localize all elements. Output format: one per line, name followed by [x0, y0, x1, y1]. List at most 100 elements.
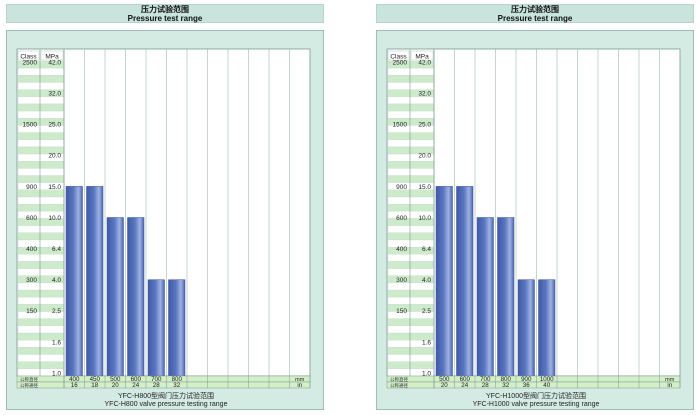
mpa-tick-label: 2.5 [52, 308, 61, 315]
class-header-cell [17, 50, 40, 61]
bar [168, 279, 186, 377]
axis-stripe [17, 103, 65, 112]
mpa-tick-label: 15.0 [48, 184, 61, 191]
bar [86, 186, 104, 377]
axis-stripe [17, 82, 65, 90]
bar-nps-label: 24 [132, 382, 139, 389]
axis-stripe [17, 318, 65, 327]
axis-stripe [387, 132, 435, 140]
footer-label-nps: 公称通径 [390, 382, 408, 389]
pressure-chart-panel-h1000: 压力试验范围 Pressure test range Class MPa 1.0 1.… [376, 4, 694, 410]
axis-stripe [387, 68, 435, 76]
unit-mm-label: mm [665, 377, 675, 383]
axis-stripe [17, 132, 65, 140]
mpa-tick-label: 25.0 [48, 122, 61, 129]
axis-stripe [387, 361, 435, 369]
unit-in-label: in [667, 383, 672, 389]
bar-dn-label: 700 [480, 376, 491, 383]
footer-row-dn [386, 375, 681, 383]
unit-in-label: in [297, 383, 302, 389]
bar [538, 279, 556, 377]
mpa-tick-label: 1.0 [52, 370, 61, 377]
class-tick-label: 2500 [23, 59, 38, 66]
mpa-tick-label: 1.6 [52, 339, 61, 346]
class-header-label: Class [20, 54, 37, 61]
axis-stripe [17, 325, 65, 334]
axis-stripe [17, 189, 65, 198]
bar-dn-label: 450 [90, 376, 101, 383]
bar-nps-label: 32 [173, 382, 180, 389]
bar [435, 186, 453, 377]
chart-caption-en: YFC-H800 valve pressure testing range [104, 401, 228, 408]
axis-stripe [387, 232, 435, 241]
axis-stripe [387, 110, 435, 119]
header-title-cn: 压力试验范围 [511, 5, 559, 14]
axis-stripe [387, 75, 435, 83]
bar-dn-label: 600 [131, 376, 142, 383]
axis-stripe [17, 354, 65, 362]
axis-stripe [17, 168, 65, 176]
axis-stripe [17, 75, 65, 83]
bar [476, 217, 494, 377]
mpa-tick-label: 2.5 [422, 308, 431, 315]
bar-nps-label: 36 [523, 382, 530, 389]
mpa-tick-label: 4.0 [422, 277, 431, 284]
mpa-tick-label: 20.0 [418, 153, 431, 160]
bar [456, 186, 474, 377]
chart-caption-cn: YFC-H800型阀门压力试验范围 [117, 393, 215, 400]
class-tick-label: 900 [26, 184, 37, 191]
panel-header: 压力试验范围 Pressure test range [376, 4, 694, 23]
class-tick-label: 400 [396, 246, 407, 253]
axis-stripe [17, 196, 65, 205]
bar-dn-label: 900 [521, 376, 532, 383]
bar [127, 217, 145, 377]
mpa-tick-label: 32.0 [418, 91, 431, 98]
class-tick-label: 400 [26, 246, 37, 253]
bar-nps-label: 40 [543, 382, 550, 389]
axis-stripe [387, 354, 435, 362]
bar-dn-label: 700 [151, 376, 162, 383]
mpa-tick-label: 20.0 [48, 153, 61, 160]
header-title-cn: 压力试验范围 [141, 5, 189, 14]
class-tick-label: 300 [396, 277, 407, 284]
axis-stripe [387, 347, 435, 355]
bar [497, 217, 515, 377]
header-title-en: Pressure test range [497, 14, 573, 23]
axis-stripe [17, 254, 65, 262]
class-tick-label: 600 [26, 215, 37, 222]
axis-stripe [387, 82, 435, 90]
mpa-tick-label: 10.0 [418, 215, 431, 222]
class-tick-label: 150 [396, 308, 407, 315]
axis-stripe [17, 68, 65, 76]
chart-body: Class MPa 1.0 1.6 2.5 150 4.0 300 6.4 400 10.0 600 1… [6, 30, 324, 410]
footer-label-nps: 公称通径 [20, 382, 38, 389]
class-tick-label: 2500 [393, 59, 408, 66]
class-tick-label: 150 [26, 308, 37, 315]
bar [147, 279, 165, 377]
class-header-label: Class [390, 54, 407, 61]
bar [65, 186, 83, 377]
bar-dn-label: 800 [501, 376, 512, 383]
pressure-chart-panel-h800: 压力试验范围 Pressure test range Class MPa 1.0 1.… [6, 4, 324, 410]
axis-stripe [17, 347, 65, 355]
mpa-tick-label: 42.0 [48, 59, 61, 66]
footer-row-nps [386, 381, 681, 389]
axis-stripe [17, 289, 65, 298]
axis-stripe [387, 325, 435, 334]
axis-stripe [387, 96, 435, 105]
axis-stripe [17, 110, 65, 119]
bar-nps-label: 32 [502, 382, 509, 389]
bar-dn-label: 600 [460, 376, 471, 383]
bar-dn-label: 800 [172, 376, 183, 383]
mpa-tick-label: 6.4 [422, 246, 431, 253]
mpa-tick-label: 25.0 [418, 122, 431, 129]
axis-stripe [387, 254, 435, 262]
axis-stripe [17, 361, 65, 369]
axis-stripe [17, 96, 65, 105]
mpa-header-label: MPa [415, 54, 429, 61]
axis-stripe [387, 139, 435, 148]
bar-dn-label: 400 [69, 376, 80, 383]
mpa-header-cell [40, 50, 64, 61]
bar-dn-label: 500 [439, 376, 450, 383]
axis-stripe [387, 297, 435, 305]
